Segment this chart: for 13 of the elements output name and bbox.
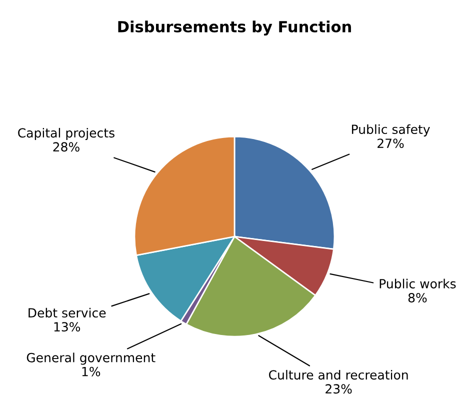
chart-title: Disbursements by Function [118,20,351,36]
data-label: 1% [82,366,100,376]
slice-label: Culture and recreation [269,370,408,380]
data-label: 8% [408,292,427,302]
data-label: 28% [53,142,80,152]
data-label: 13% [54,322,80,332]
slice-label: Public safety [352,124,430,136]
slice-label: Public works [380,278,456,288]
slice-label: Capital projects [18,128,114,140]
slice-label: General government [26,352,156,365]
data-label: 27% [378,138,404,148]
data-label: 23% [326,384,352,394]
slice-label: Debt service [28,308,106,318]
